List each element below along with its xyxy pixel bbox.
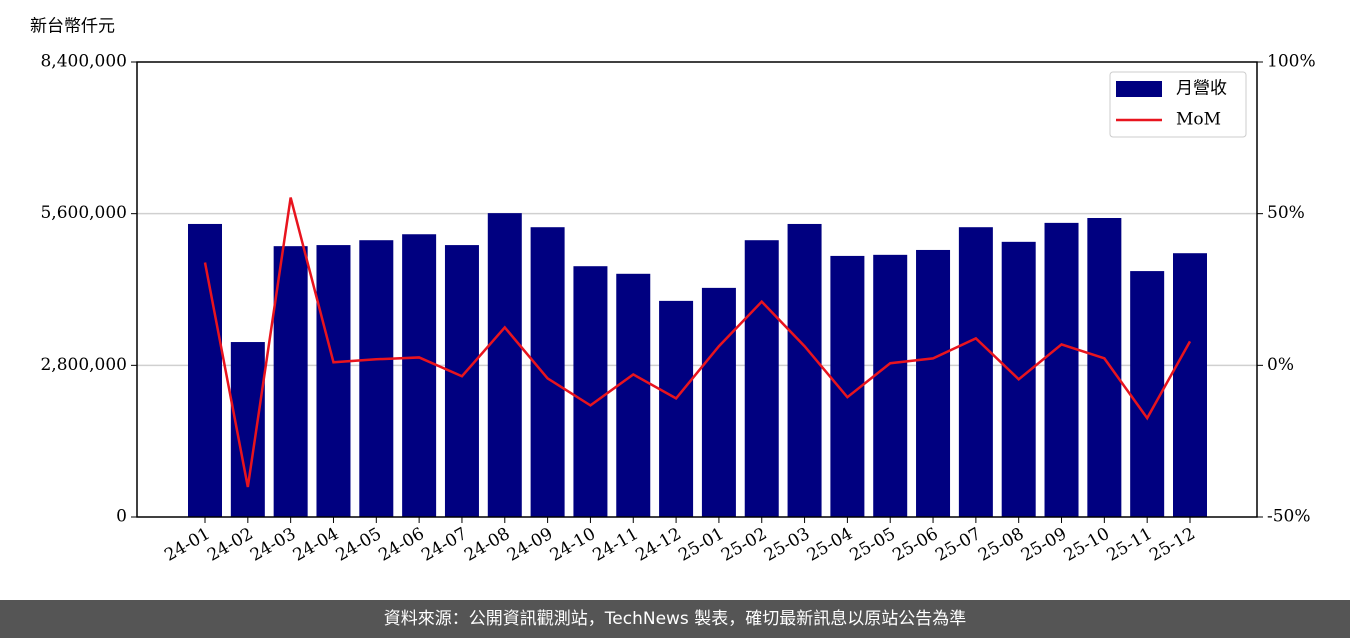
x-tick-label: 24-10: [547, 524, 599, 566]
x-tick-label: 25-11: [1103, 524, 1155, 566]
y2-tick-label: -50%: [1267, 507, 1311, 527]
bar: [616, 273, 651, 517]
x-tick-label: 25-09: [1018, 524, 1070, 566]
y-axis-label: 新台幣仟元: [30, 17, 115, 37]
bar: [1087, 218, 1122, 517]
bar: [787, 223, 822, 518]
bar: [744, 240, 779, 518]
bar: [830, 255, 865, 517]
y-tick-label: 2,800,000: [40, 355, 127, 375]
bar: [701, 287, 736, 517]
y2-tick-label: 0%: [1267, 355, 1294, 375]
x-tick-label: 24-01: [161, 524, 213, 566]
legend: 月營收 MoM: [1109, 71, 1247, 138]
bar: [487, 213, 522, 517]
x-tick-label: 25-12: [1146, 524, 1198, 566]
x-tick-label: 24-05: [333, 524, 385, 566]
bar: [1044, 222, 1079, 517]
bar: [873, 254, 908, 518]
x-tick-label: 24-06: [375, 524, 427, 566]
x-tick-label: 25-10: [1061, 524, 1113, 566]
x-tick-label: 25-01: [675, 524, 727, 566]
bar: [402, 234, 437, 517]
bar: [1130, 271, 1165, 517]
legend-swatch: [1116, 81, 1162, 97]
y2-tick-label: 50%: [1267, 203, 1305, 223]
x-tick-label: 24-09: [504, 524, 556, 566]
bar: [444, 245, 479, 518]
x-tick-label: 25-07: [932, 524, 984, 566]
plot-frame: [136, 61, 1258, 518]
legend-label: MoM: [1176, 110, 1221, 130]
y2-tick-label: 100%: [1267, 52, 1316, 72]
x-tick-label: 25-06: [889, 524, 941, 566]
x-tick-label: 25-02: [718, 524, 770, 566]
bar: [573, 266, 608, 517]
x-tick-label: 24-03: [247, 524, 299, 566]
legend-label: 月營收: [1176, 79, 1227, 99]
x-tick-label: 24-08: [461, 524, 513, 566]
chart: 新台幣仟元 0 2,800,000 5,600,000 8,400,000 -50% 0%…: [30, 17, 1316, 566]
bar: [916, 249, 951, 518]
x-tick-label: 24-07: [418, 524, 470, 566]
x-tick-label: 25-08: [975, 524, 1027, 566]
mom-line: [203, 197, 1192, 488]
x-tick-label: 24-12: [632, 524, 684, 566]
bar: [188, 223, 222, 518]
x-tick-label: 24-11: [590, 524, 642, 566]
footer: 資料來源：公開資訊觀測站，TechNews 製表，確切最新訊息以原站公告為準: [0, 600, 1350, 638]
bar: [958, 227, 993, 518]
y-tick-label: 5,600,000: [40, 203, 127, 223]
x-tick-label: 24-02: [204, 524, 256, 566]
bar: [1173, 253, 1207, 518]
bar: [359, 240, 394, 518]
y-tick-label: 8,400,000: [40, 52, 127, 72]
x-tick-label: 25-03: [761, 524, 813, 566]
bar: [530, 227, 565, 518]
x-tick-label: 24-04: [290, 524, 342, 566]
bar: [659, 300, 694, 517]
y-tick-label: 0: [116, 507, 127, 527]
x-tick-label: 25-04: [804, 524, 856, 566]
bar: [316, 245, 351, 518]
x-tick-label: 25-05: [847, 524, 899, 566]
bar: [273, 246, 308, 517]
